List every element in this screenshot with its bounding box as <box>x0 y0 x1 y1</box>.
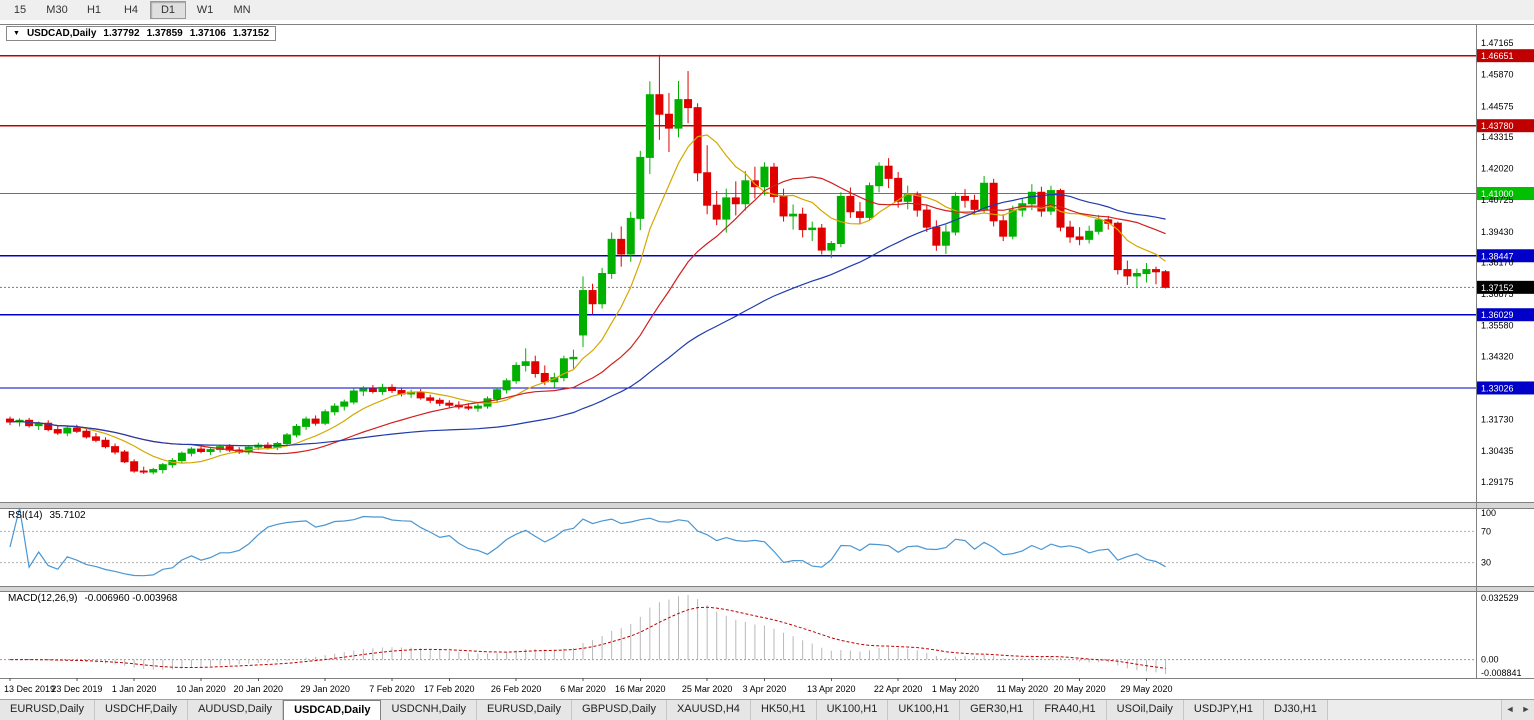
svg-text:1.31730: 1.31730 <box>1481 415 1514 425</box>
svg-text:10 Jan 2020: 10 Jan 2020 <box>176 684 226 694</box>
ma-fast-line <box>9 134 1166 464</box>
tab-usoil-daily[interactable]: USOil,Daily <box>1106 700 1184 720</box>
tab-scroll-controls: ◄ ► <box>1501 700 1534 720</box>
price-axis[interactable] <box>1476 49 1534 395</box>
tab-eurusd-daily[interactable]: EURUSD,Daily <box>0 700 95 720</box>
svg-text:1.34320: 1.34320 <box>1481 351 1514 361</box>
svg-text:1.45870: 1.45870 <box>1481 70 1514 80</box>
macd-values: -0.006960 -0.003968 <box>84 593 178 604</box>
timeframe-button-h1[interactable]: H1 <box>86 4 102 16</box>
svg-text:6 Mar 2020: 6 Mar 2020 <box>560 684 606 694</box>
tab-xauusd-h4[interactable]: XAUUSD,H4 <box>666 700 751 720</box>
tab-usdcnh-daily[interactable]: USDCNH,Daily <box>381 700 478 720</box>
rsi-value: 35.7102 <box>49 510 86 521</box>
tab-hk50-h1[interactable]: HK50,H1 <box>750 700 817 720</box>
tab-uk100-h1[interactable]: UK100,H1 <box>888 700 961 720</box>
macd-indicator-label: MACD(12,26,9) -0.006960 -0.003968 <box>8 593 177 604</box>
svg-text:1.30435: 1.30435 <box>1481 446 1514 456</box>
chart-symbol-dropdown[interactable]: ▼ USDCAD,Daily 1.37792 1.37859 1.37106 1… <box>6 26 277 41</box>
svg-text:17 Feb 2020: 17 Feb 2020 <box>424 684 475 694</box>
svg-text:29 May 2020: 29 May 2020 <box>1120 684 1172 694</box>
svg-text:1.38447: 1.38447 <box>1481 251 1514 261</box>
svg-text:1.29175: 1.29175 <box>1481 477 1514 487</box>
svg-text:22 Apr 2020: 22 Apr 2020 <box>874 684 923 694</box>
tab-eurusd-daily[interactable]: EURUSD,Daily <box>477 700 572 720</box>
svg-text:1.40725: 1.40725 <box>1481 195 1514 205</box>
ma-medium-line <box>9 176 1166 455</box>
macd-signal-line <box>10 606 1166 669</box>
svg-text:25 Mar 2020: 25 Mar 2020 <box>682 684 733 694</box>
rsi-line <box>9 507 1166 577</box>
tab-scroll-right-icon[interactable]: ► <box>1518 700 1534 720</box>
svg-text:30: 30 <box>1481 558 1491 568</box>
svg-text:1.39430: 1.39430 <box>1481 227 1514 237</box>
svg-text:-0.008841: -0.008841 <box>1481 668 1522 678</box>
svg-text:1.38170: 1.38170 <box>1481 258 1514 268</box>
tab-fra40-h1[interactable]: FRA40,H1 <box>1034 700 1107 720</box>
svg-text:1 May 2020: 1 May 2020 <box>932 684 979 694</box>
svg-text:1.36029: 1.36029 <box>1481 310 1514 320</box>
ma-slow-line <box>9 193 1166 447</box>
chart-tabs: EURUSD,Daily USDCHF,Daily AUDUSD,Daily USDC… <box>0 699 1534 720</box>
tab-usdcad-daily[interactable]: USDCAD,Daily <box>283 700 382 720</box>
dropdown-arrow-icon: ▼ <box>13 30 20 37</box>
svg-text:23 Dec 2019: 23 Dec 2019 <box>51 684 102 694</box>
rsi-indicator-label: RSI(14) 35.7102 <box>8 510 86 521</box>
svg-text:1.41000: 1.41000 <box>1481 189 1514 199</box>
svg-text:20 Jan 2020: 20 Jan 2020 <box>234 684 284 694</box>
svg-text:1.43315: 1.43315 <box>1481 132 1514 142</box>
svg-text:100: 100 <box>1481 508 1496 518</box>
timeframe-button-h4[interactable]: H4 <box>123 4 139 16</box>
rsi-name: RSI(14) <box>8 510 43 521</box>
chart-canvas[interactable]: 1.47165 1.45870 1.44575 1.43315 1.42020 1.407… <box>0 20 1534 700</box>
timeframe-button-w1[interactable]: W1 <box>196 4 214 16</box>
svg-text:1.47165: 1.47165 <box>1481 38 1514 48</box>
main-plot[interactable] <box>0 54 1476 475</box>
svg-text:29 Jan 2020: 29 Jan 2020 <box>300 684 350 694</box>
macd-name: MACD(12,26,9) <box>8 593 78 604</box>
macd-histogram <box>19 595 1167 674</box>
tab-dj30-h1[interactable]: DJ30,H1 <box>1264 700 1328 720</box>
svg-text:1.33026: 1.33026 <box>1481 383 1514 393</box>
ohlc-open: 1.37792 <box>103 28 140 39</box>
svg-text:1.35580: 1.35580 <box>1481 321 1514 331</box>
svg-text:13 Dec 2019: 13 Dec 2019 <box>4 684 55 694</box>
svg-text:70: 70 <box>1481 526 1491 536</box>
svg-text:0.032529: 0.032529 <box>1481 593 1519 603</box>
timeframe-button-mn[interactable]: MN <box>233 4 251 16</box>
ohlc-close: 1.37152 <box>232 28 270 39</box>
svg-text:20 May 2020: 20 May 2020 <box>1054 684 1106 694</box>
tab-gbpusd-daily[interactable]: GBPUSD,Daily <box>572 700 667 720</box>
svg-text:1.44575: 1.44575 <box>1481 101 1514 111</box>
svg-text:1.43780: 1.43780 <box>1481 121 1514 131</box>
tab-ger30-h1[interactable]: GER30,H1 <box>960 700 1035 720</box>
svg-text:26 Feb 2020: 26 Feb 2020 <box>491 684 542 694</box>
timeframe-button-15[interactable]: 15 <box>13 4 27 16</box>
ohlc-high: 1.37859 <box>146 28 183 39</box>
timeframe-toolbar: 15 M30 H1 H4 D1 W1 MN <box>0 0 1534 21</box>
date-axis[interactable] <box>9 678 1147 681</box>
svg-text:1.42020: 1.42020 <box>1481 164 1514 174</box>
tab-audusd-daily[interactable]: AUDUSD,Daily <box>188 700 284 720</box>
tab-uk100-h1[interactable]: UK100,H1 <box>816 700 889 720</box>
tab-usdchf-daily[interactable]: USDCHF,Daily <box>94 700 189 720</box>
svg-text:1 Jan 2020: 1 Jan 2020 <box>112 684 157 694</box>
tab-scroll-left-icon[interactable]: ◄ <box>1502 700 1518 720</box>
svg-text:3 Apr 2020: 3 Apr 2020 <box>743 684 787 694</box>
svg-text:13 Apr 2020: 13 Apr 2020 <box>807 684 856 694</box>
timeframe-button-d1[interactable]: D1 <box>150 1 186 19</box>
svg-text:11 May 2020: 11 May 2020 <box>997 684 1048 694</box>
svg-text:1.36875: 1.36875 <box>1481 289 1514 299</box>
chart-symbol-period: USDCAD,Daily <box>26 28 97 39</box>
svg-text:0.00: 0.00 <box>1481 655 1499 665</box>
svg-text:7 Feb 2020: 7 Feb 2020 <box>369 684 415 694</box>
svg-text:16 Mar 2020: 16 Mar 2020 <box>615 684 666 694</box>
ohlc-low: 1.37106 <box>189 28 226 39</box>
candles-layer <box>6 54 1170 475</box>
timeframe-button-m30[interactable]: M30 <box>46 4 68 16</box>
svg-text:1.46651: 1.46651 <box>1481 51 1514 61</box>
tab-usdjpy-h1[interactable]: USDJPY,H1 <box>1183 700 1265 720</box>
svg-text:1.37152: 1.37152 <box>1481 283 1514 293</box>
